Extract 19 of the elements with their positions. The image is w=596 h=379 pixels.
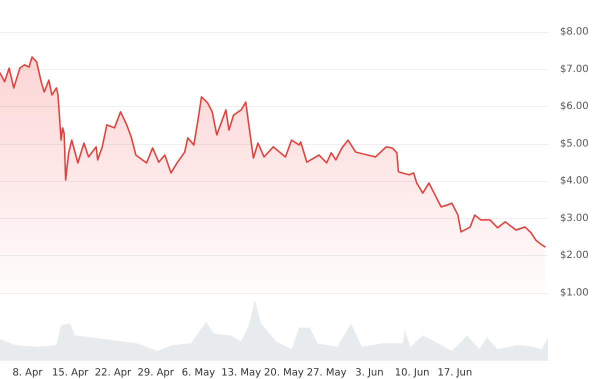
- y-tick-label: $3.00: [560, 212, 589, 224]
- x-tick-label: 15. Apr: [52, 368, 90, 378]
- x-tick-label: 8. Apr: [12, 368, 44, 378]
- x-tick-label: 3. Jun: [355, 368, 384, 378]
- x-tick-label: 13. May: [221, 368, 262, 378]
- x-tick-label: 17. Jun: [438, 368, 472, 378]
- x-tick-label: 20. May: [264, 368, 304, 378]
- x-tick-label: 22. Apr: [94, 368, 132, 378]
- y-tick-label: $1.00: [560, 288, 589, 298]
- y-tick-label: $8.00: [560, 26, 589, 38]
- y-tick-label: $6.00: [560, 101, 589, 112]
- x-tick-label: 10. Jun: [394, 368, 430, 378]
- x-tick-label: 29. Apr: [138, 368, 175, 378]
- y-tick-label: $7.00: [560, 64, 589, 75]
- y-tick-label: $4.00: [560, 176, 589, 187]
- y-tick-label: $2.00: [560, 250, 589, 262]
- x-tick-label: 27. May: [306, 368, 347, 378]
- y-tick-label: $5.00: [560, 138, 589, 150]
- x-tick-label: 6. May: [182, 368, 216, 378]
